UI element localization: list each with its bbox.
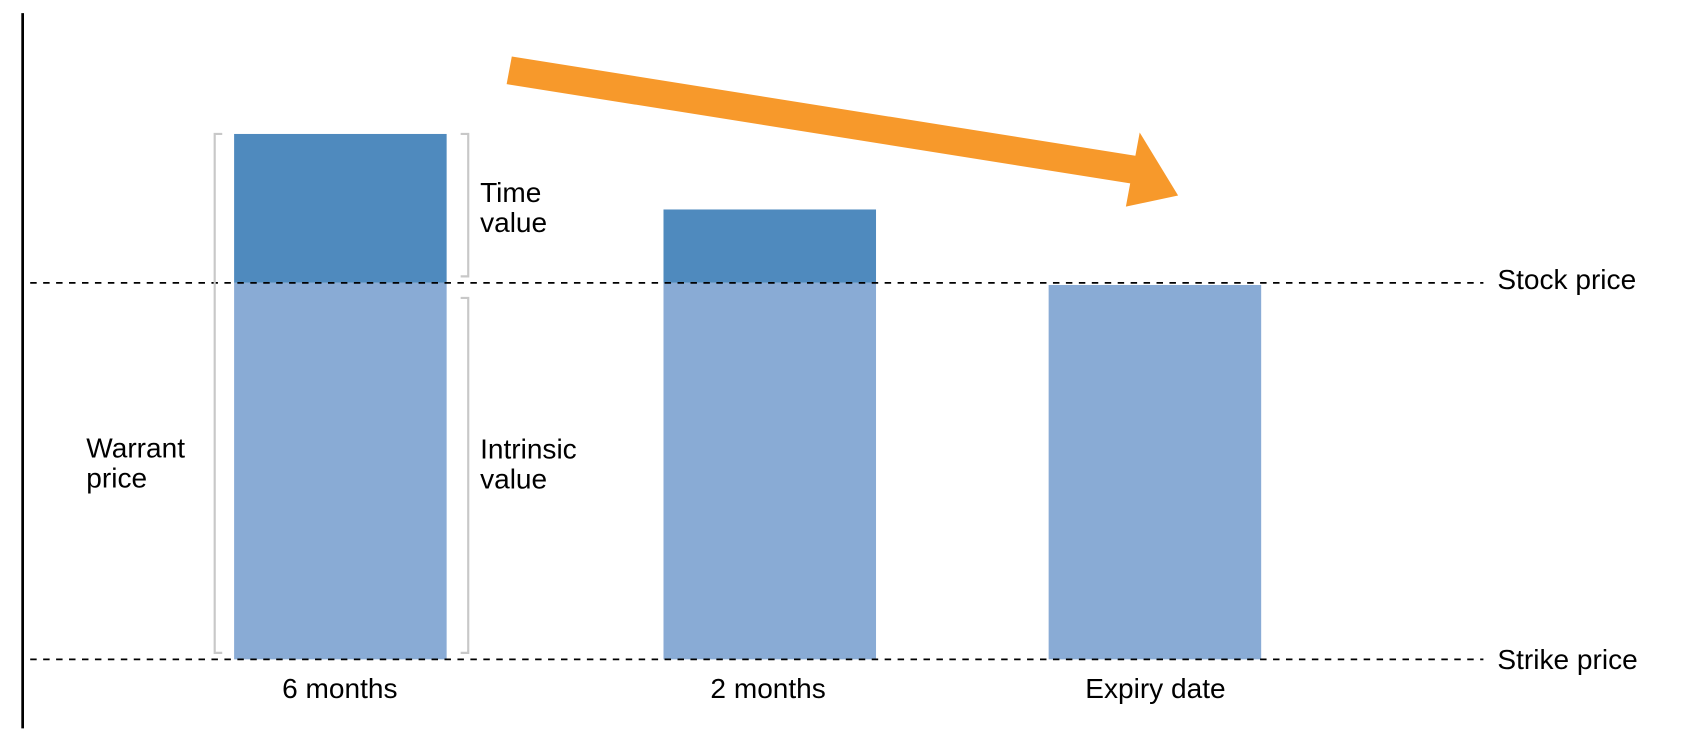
annotation: value [480,207,547,238]
time-value-bar [234,133,447,283]
bracket [460,132,470,278]
annotation: Warrant [86,432,185,463]
bar-label: 2 months [710,673,825,704]
bar-label: 6 months [282,673,397,704]
intrinsic-value-bar [663,282,877,660]
annotation: price [86,463,147,494]
bracket [213,132,223,654]
annotation: Time [480,177,541,208]
annotation: value [480,464,547,495]
line-label: Stock price [1497,264,1636,295]
bar-label: Expiry date [1085,673,1225,704]
trend-arrow [506,56,1179,207]
bracket [460,296,470,654]
line-label: Strike price [1497,644,1637,675]
intrinsic-value-bar [234,282,447,660]
intrinsic-value-bar [1048,284,1262,660]
time-value-bar [663,209,877,283]
annotation: Intrinsic [480,434,577,465]
